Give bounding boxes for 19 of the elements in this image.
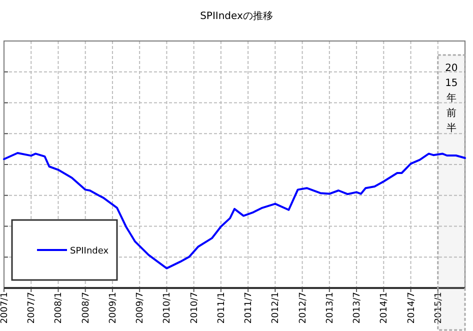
x-tick-label: 2013/1 [325,292,336,324]
x-tick-label: 2010/7 [190,292,200,324]
x-tick-label: 2008/1 [54,292,64,324]
x-tick-label: 2008/7 [81,292,92,324]
x-tick-label: 2011/7 [244,292,254,324]
x-tick-label: 2011/1 [216,292,227,324]
x-tick-label: 2013/7 [352,292,363,324]
x-tick-label: 2012/7 [298,292,308,324]
x-tick-label: 2007/1 [0,292,10,324]
x-tick-label: 2014/1 [380,292,390,324]
x-tick-label: 2007/7 [27,292,38,324]
x-tick-label: 2009/1 [108,292,118,324]
x-tick-label: 2010/1 [162,292,173,324]
x-tick-label: 2012/1 [271,292,282,324]
x-tick-label: 2014/7 [406,292,417,324]
legend-label: SPIIndex [70,246,110,256]
chart-title: SPIIndexの推移 [200,10,273,22]
band-label: 2015年前半 [445,63,458,134]
x-tick-label: 2009/7 [136,292,146,324]
